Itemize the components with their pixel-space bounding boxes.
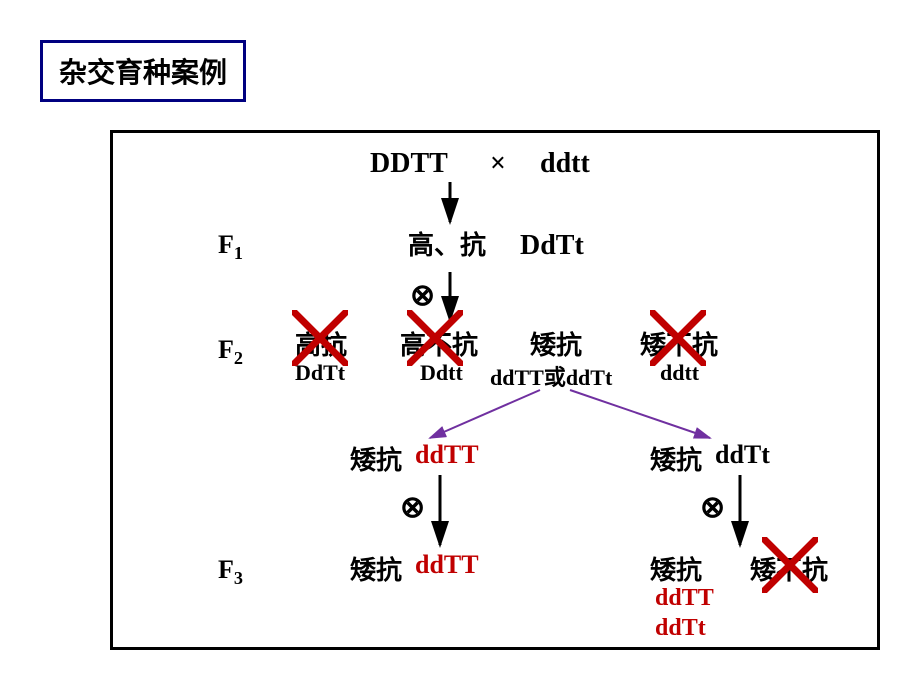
- label-f2_g3: ddTT或ddTt: [490, 360, 612, 392]
- label-f2_g2: Ddtt: [420, 360, 463, 386]
- label-self3: ⊗: [700, 490, 725, 525]
- label-f2_g4: ddtt: [660, 360, 699, 386]
- label-F2: F2: [218, 335, 243, 369]
- label-F1: F1: [218, 230, 243, 264]
- label-f2_p2: 高不抗: [400, 325, 478, 362]
- label-p_DDTT: DDTT: [370, 148, 448, 180]
- label-f2_p3: 矮抗: [530, 325, 582, 362]
- label-sel_g1: ddTT: [415, 440, 479, 470]
- label-f3_g2a: ddTT: [655, 585, 714, 612]
- label-sel_p2: 矮抗: [650, 440, 702, 477]
- label-f3_p1: 矮抗: [350, 550, 402, 587]
- label-self1: ⊗: [410, 278, 435, 313]
- label-self2: ⊗: [400, 490, 425, 525]
- label-f3_g2b: ddTt: [655, 615, 706, 642]
- label-p_ddtt: ddtt: [540, 148, 590, 180]
- label-f3_p2: 矮抗: [650, 550, 702, 587]
- label-f3_g1: ddTT: [415, 550, 479, 580]
- label-f2_p4: 矮不抗: [640, 325, 718, 362]
- label-f2_p1: 高抗: [295, 325, 347, 362]
- slide-title: 杂交育种案例: [40, 40, 246, 102]
- label-sel_g2: ddTt: [715, 440, 770, 470]
- label-f1_pheno: 高、抗: [408, 225, 486, 262]
- label-sel_p1: 矮抗: [350, 440, 402, 477]
- label-f3_p3: 矮不抗: [750, 550, 828, 587]
- label-f1_geno: DdTt: [520, 230, 584, 262]
- label-p_x: ×: [490, 148, 506, 180]
- label-f2_g1: DdTt: [295, 360, 345, 386]
- label-F3: F3: [218, 555, 243, 589]
